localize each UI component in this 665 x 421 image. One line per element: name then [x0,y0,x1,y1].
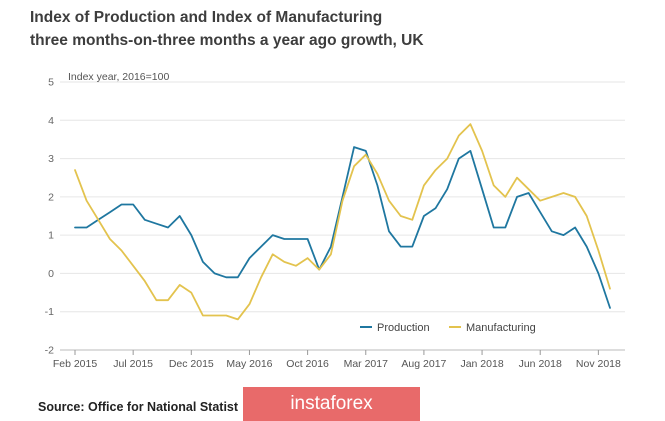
y-axis-label: Index year, 2016=100 [68,71,169,83]
x-tick-label: Mar 2017 [344,358,389,370]
x-tick-label: Jun 2018 [519,358,562,370]
legend: Production Manufacturing [360,322,536,334]
x-tick-label: Nov 2018 [576,358,621,370]
x-tick-label: Jan 2018 [460,358,503,370]
y-tick-label: 4 [48,115,54,127]
series-line-manufacturing [74,123,611,321]
legend-label-production: Production [377,322,430,334]
y-tick-label: 2 [48,191,54,203]
x-tick-label: May 2016 [226,358,272,370]
watermark-banner: instaforex [243,387,420,421]
y-tick-label: 3 [48,153,54,165]
x-tick-label: Feb 2015 [53,358,98,370]
y-tick-label: 5 [48,77,54,89]
x-tick-label: Dec 2015 [169,358,214,370]
legend-label-manufacturing: Manufacturing [466,322,536,334]
y-tick-label: -2 [45,345,54,357]
chart-title-line-2: three months-on-three months a year ago … [30,32,424,49]
y-tick-label: 0 [48,268,54,280]
x-axis-ticks: Feb 2015 Jul 2015 Dec 2015 May 2016 Oct 2016… [53,350,621,370]
y-axis-ticks: -2 -1 0 1 2 3 4 5 [45,77,55,357]
y-tick-label: 1 [48,230,54,242]
source-note: Source: Office for National Statist [38,400,239,414]
series-line-production [74,146,611,309]
gridlines [60,81,625,351]
chart-title-line-1: Index of Production and Index of Manufac… [30,9,383,26]
series-lines [74,123,611,321]
x-tick-label: Oct 2016 [286,358,329,370]
x-tick-label: Jul 2015 [113,358,153,370]
x-tick-label: Aug 2017 [401,358,446,370]
y-tick-label: -1 [45,306,54,318]
